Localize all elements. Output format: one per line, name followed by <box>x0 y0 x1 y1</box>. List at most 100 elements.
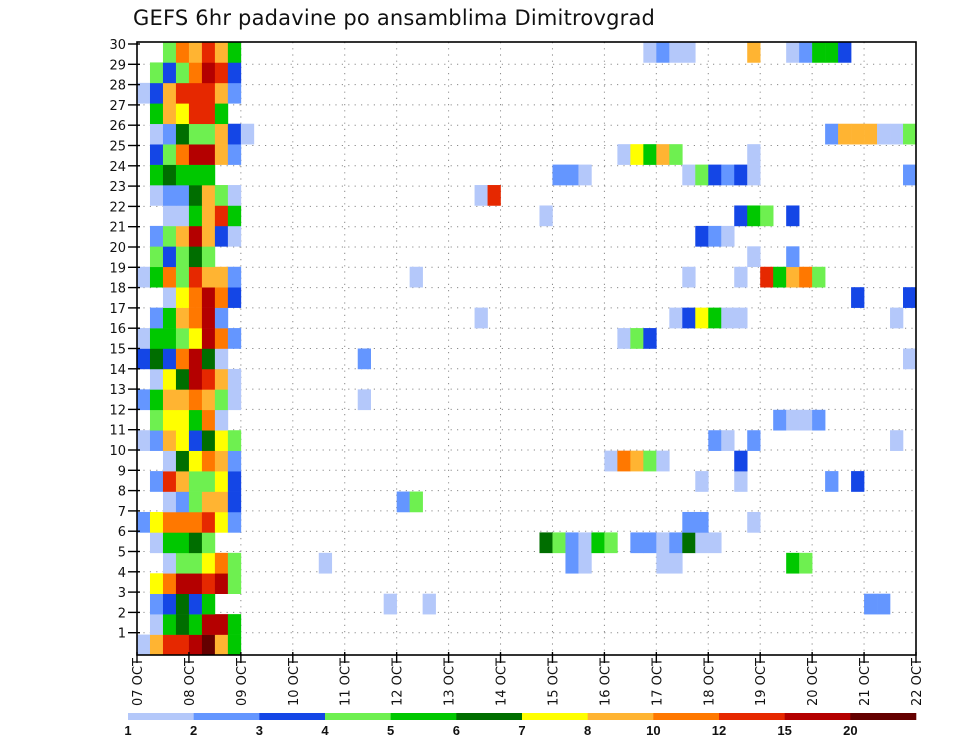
heatmap-cell <box>227 185 242 206</box>
y-tick-label: 21 <box>109 221 126 236</box>
heatmap-cell <box>227 573 242 594</box>
heatmap-cell <box>227 205 242 227</box>
heatmap-cell <box>162 532 177 554</box>
heatmap-cell <box>565 164 579 186</box>
y-tick-label: 17 <box>109 302 126 317</box>
heatmap-cell <box>188 225 203 247</box>
heatmap-cell <box>396 491 410 513</box>
heatmap-cell <box>734 266 748 288</box>
colorbar-label: 7 <box>518 723 525 738</box>
heatmap-cell <box>149 471 164 492</box>
heatmap-cell <box>630 328 644 349</box>
heatmap-cell <box>227 266 242 288</box>
heatmap-cell <box>643 42 657 63</box>
heatmap-cell <box>201 185 216 206</box>
heatmap-cell <box>162 307 177 329</box>
heatmap-cell <box>409 266 423 288</box>
colorbar-swatch <box>587 713 654 720</box>
heatmap-cell <box>201 634 216 655</box>
heatmap-cell <box>643 144 657 165</box>
heatmap-cell <box>734 164 748 186</box>
heatmap-cell <box>149 246 164 268</box>
heatmap-cell <box>162 144 177 165</box>
heatmap-cell <box>773 409 787 431</box>
y-tick-label: 26 <box>109 119 126 134</box>
heatmap-cell <box>188 348 203 370</box>
heatmap-cell <box>227 552 242 574</box>
heatmap-cell <box>656 552 670 574</box>
heatmap-cell <box>240 123 255 145</box>
heatmap-cell <box>214 409 229 431</box>
heatmap-cell <box>890 307 904 329</box>
heatmap-cell <box>201 368 216 390</box>
y-tick-label: 12 <box>109 403 126 418</box>
x-axis: 07 OCT 08 OCT 09 OCT 10 OCT 11 OCT 12 OCT 13 O… <box>131 652 925 706</box>
heatmap-cell <box>188 164 203 186</box>
heatmap-cell <box>903 348 916 370</box>
heatmap-cell <box>175 348 190 370</box>
heatmap-cell <box>695 225 709 247</box>
heatmap-cell <box>188 123 203 145</box>
heatmap-cell <box>214 634 229 655</box>
heatmap-cell <box>682 307 696 329</box>
heatmap-cell <box>201 42 216 63</box>
heatmap-cell <box>851 471 865 492</box>
heatmap-cell <box>188 634 203 655</box>
heatmap-cell <box>799 409 813 431</box>
heatmap-cell <box>383 593 397 615</box>
heatmap-cell <box>357 348 371 370</box>
heatmap-cell <box>656 42 670 63</box>
heatmap-cell <box>188 491 203 513</box>
heatmap-cell <box>786 266 800 288</box>
heatmap-cell <box>175 266 190 288</box>
heatmap-cell <box>760 266 774 288</box>
heatmap-cell <box>201 450 216 472</box>
heatmap-cell <box>877 593 891 615</box>
heatmap-cell <box>175 532 190 554</box>
heatmap-cell <box>188 185 203 206</box>
heatmap-cell <box>669 307 683 329</box>
heatmap-cell <box>137 511 151 533</box>
heatmap-cell <box>214 287 229 308</box>
heatmap-cell <box>643 532 657 554</box>
y-tick-label: 3 <box>118 586 126 601</box>
heatmap-cell <box>201 123 216 145</box>
y-tick-label: 27 <box>109 99 126 114</box>
heatmap-cell <box>175 573 190 594</box>
heatmap-cell <box>227 368 242 390</box>
y-tick-label: 1 <box>118 627 126 642</box>
heatmap-cell <box>201 205 216 227</box>
heatmap-cell <box>786 246 800 268</box>
heatmap-cell <box>201 593 216 615</box>
heatmap-cell <box>201 552 216 574</box>
heatmap-cell <box>721 164 735 186</box>
heatmap-cell <box>162 368 177 390</box>
colorbar-swatch <box>850 713 917 720</box>
heatmap-cell <box>175 287 190 308</box>
heatmap-cell <box>617 450 631 472</box>
x-tick-label: 16 OCT <box>598 658 613 706</box>
heatmap-cell <box>695 532 709 554</box>
heatmap-cell <box>903 123 916 145</box>
y-tick-label: 5 <box>118 546 126 561</box>
heatmap-cell <box>201 573 216 594</box>
x-tick-label: 11 OCT <box>339 658 354 706</box>
heatmap-cell <box>877 123 891 145</box>
colorbar-swatch <box>784 713 851 720</box>
x-tick-label: 18 OCT <box>702 658 717 706</box>
heatmap-cell <box>175 62 190 84</box>
heatmap-cell <box>175 307 190 329</box>
heatmap-cell <box>695 511 709 533</box>
heatmap-cell <box>188 328 203 349</box>
heatmap-cell <box>682 511 696 533</box>
heatmap-cell <box>682 266 696 288</box>
heatmap-cell <box>357 389 371 411</box>
heatmap-cell <box>149 307 164 329</box>
heatmap-cell <box>214 348 229 370</box>
colorbar-swatch <box>653 713 720 720</box>
heatmap-cell <box>201 328 216 349</box>
colorbar-label: 6 <box>453 723 460 738</box>
y-tick-label: 7 <box>118 505 126 520</box>
heatmap-cell <box>188 389 203 411</box>
